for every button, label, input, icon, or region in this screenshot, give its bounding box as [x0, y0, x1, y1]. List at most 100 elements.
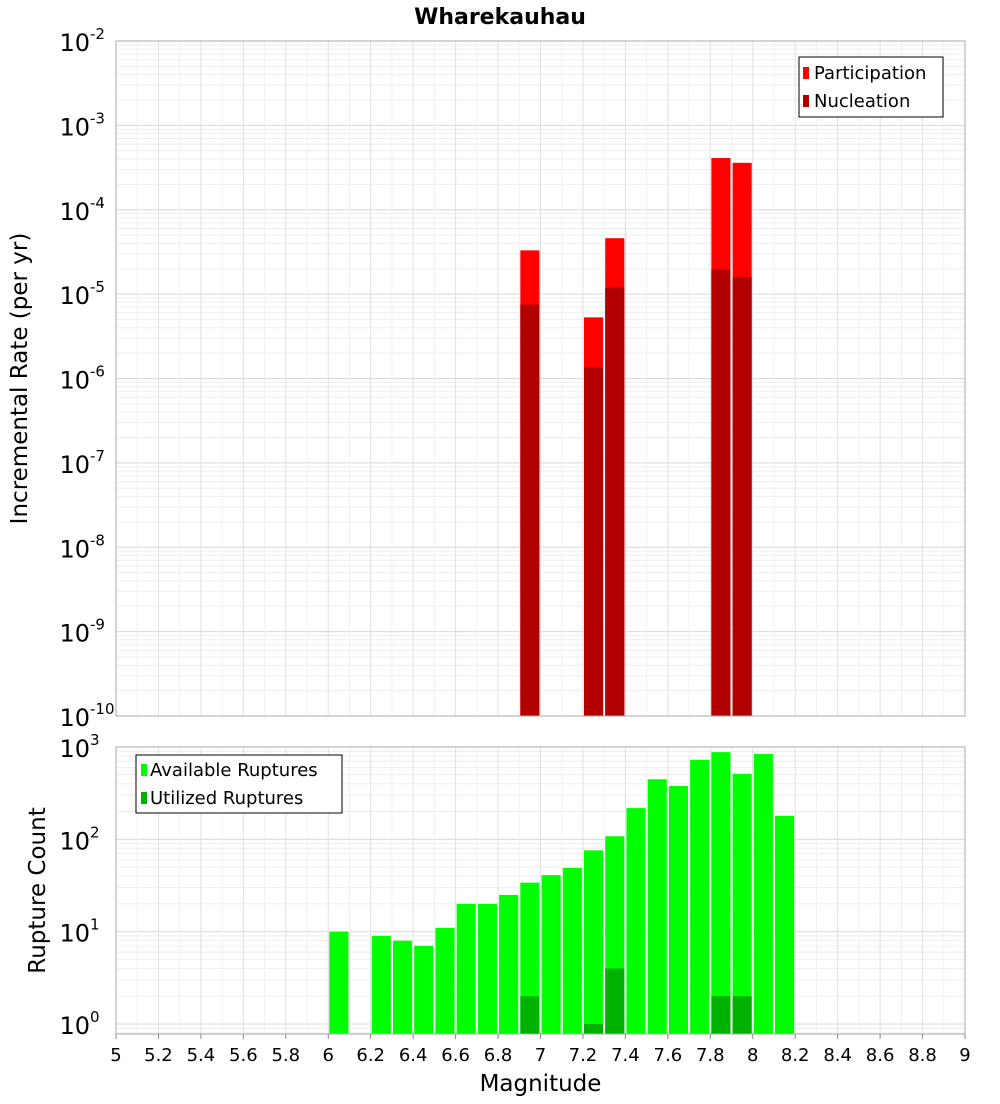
available-ruptures-bar [584, 850, 604, 1034]
bottom-y-tick-label: 10 0 [59, 1008, 99, 1040]
available-ruptures-bar [711, 752, 731, 1034]
svg-text:-8: -8 [90, 531, 105, 549]
nucleation-legend-label: Nucleation [814, 91, 910, 112]
available-ruptures-bar [456, 903, 476, 1034]
x-tick-label: 5.2 [144, 1045, 173, 1066]
x-tick-label: 6 [323, 1045, 334, 1066]
svg-text:10: 10 [59, 1012, 90, 1040]
nucleation-bar [520, 304, 540, 716]
svg-text:1: 1 [90, 916, 100, 934]
x-axis-label: Magnitude [480, 1071, 602, 1097]
chart-title: Wharekauhau [414, 5, 586, 30]
utilized-ruptures-bar [605, 968, 625, 1034]
x-tick-label: 7 [535, 1045, 546, 1066]
available-ruptures-bar [753, 753, 773, 1034]
top-y-tick-label: 10 -7 [59, 447, 105, 479]
bottom-y-tick-label: 10 3 [59, 731, 99, 763]
svg-text:-9: -9 [90, 616, 105, 634]
available-legend-label: Available Ruptures [150, 760, 318, 781]
svg-text:2: 2 [90, 823, 100, 841]
x-tick-label: 7.6 [654, 1045, 683, 1066]
svg-text:-4: -4 [90, 194, 105, 212]
svg-text:10: 10 [59, 282, 90, 310]
utilized-ruptures-bar [584, 1024, 604, 1034]
bottom-grid [115, 747, 966, 1034]
top-y-tick-label: 10 -2 [59, 25, 105, 57]
available-ruptures-bar [775, 815, 795, 1034]
top-y-tick-label: 10 -3 [59, 109, 105, 141]
x-tick-label: 5.4 [187, 1045, 216, 1066]
available-ruptures-bar [668, 786, 689, 1034]
x-tick-label: 8 [747, 1045, 758, 1066]
participation-legend-swatch [803, 67, 809, 79]
nucleation-bar [711, 269, 731, 716]
x-tick-label: 5.8 [271, 1045, 300, 1066]
top-y-tick-label: 10 -5 [59, 278, 105, 310]
x-tick-label: 6.2 [356, 1045, 385, 1066]
participation-legend-label: Participation [814, 63, 926, 84]
svg-text:10: 10 [59, 920, 90, 948]
x-tick-label: 6.4 [399, 1045, 428, 1066]
svg-text:10: 10 [59, 198, 90, 226]
top-legend-box [798, 56, 944, 118]
available-ruptures-bar [392, 940, 413, 1034]
utilized-legend-swatch [141, 792, 147, 804]
top-y-tick-label: 10 -8 [59, 531, 105, 563]
svg-text:10: 10 [59, 620, 90, 648]
svg-text:10: 10 [59, 113, 90, 141]
svg-text:-10: -10 [90, 700, 115, 718]
top-y-tick-label: 10 -10 [59, 700, 114, 732]
available-ruptures-bar [690, 759, 710, 1034]
utilized-ruptures-bar [732, 996, 752, 1034]
x-tick-label: 8.2 [781, 1045, 810, 1066]
x-tick-label: 8.8 [908, 1045, 937, 1066]
top-y-tick-label: 10 -9 [59, 616, 105, 648]
svg-text:10: 10 [59, 451, 90, 479]
x-tick-label: 8.4 [823, 1045, 852, 1066]
svg-text:3: 3 [90, 731, 100, 749]
available-ruptures-bar [371, 935, 391, 1034]
nucleation-bar [584, 367, 604, 716]
bottom-y-axis-label: Rupture Count [25, 807, 51, 973]
nucleation-legend-swatch [803, 95, 809, 107]
top-plot-border [115, 40, 966, 717]
bottom-y-tick-label: 10 1 [59, 916, 99, 948]
top-y-tick-label: 10 -4 [59, 194, 105, 226]
x-tick-label: 7.4 [611, 1045, 640, 1066]
nucleation-bar [605, 287, 625, 716]
top-legend: Participation Nucleation [798, 56, 944, 118]
svg-text:-7: -7 [90, 447, 105, 465]
bottom-legend-box [135, 754, 343, 814]
svg-text:-3: -3 [90, 109, 105, 127]
svg-text:-6: -6 [90, 363, 105, 381]
svg-text:-5: -5 [90, 278, 105, 296]
x-tick-label: 7.8 [696, 1045, 725, 1066]
svg-text:10: 10 [59, 735, 90, 763]
x-tick-label: 5 [110, 1045, 121, 1066]
nucleation-bar [732, 276, 752, 716]
utilized-ruptures-bar [711, 996, 731, 1034]
x-tick-label: 8.6 [866, 1045, 895, 1066]
available-ruptures-bar [414, 945, 434, 1034]
utilized-ruptures-bar [520, 996, 540, 1034]
bottom-y-tick-label: 10 2 [59, 823, 99, 855]
top-y-axis-label: Incremental Rate (per yr) [7, 233, 33, 525]
available-ruptures-bar [499, 894, 519, 1034]
available-ruptures-bar [626, 808, 646, 1034]
available-ruptures-bar [732, 773, 752, 1034]
available-ruptures-bar [329, 931, 349, 1034]
available-ruptures-bar [477, 903, 497, 1034]
available-ruptures-bar [562, 867, 582, 1034]
svg-text:10: 10 [59, 367, 90, 395]
svg-text:10: 10 [59, 704, 90, 732]
utilized-legend-label: Utilized Ruptures [150, 788, 303, 809]
available-ruptures-bar [520, 882, 540, 1034]
available-ruptures-bar [435, 927, 455, 1034]
svg-text:10: 10 [59, 827, 90, 855]
svg-text:-2: -2 [90, 25, 105, 43]
top-grid [115, 41, 966, 717]
x-tick-label: 9 [959, 1045, 970, 1066]
x-tick-label: 5.6 [229, 1045, 258, 1066]
